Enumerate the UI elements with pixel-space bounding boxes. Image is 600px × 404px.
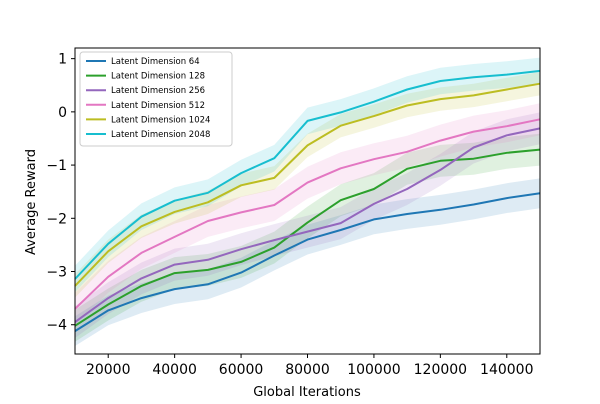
x-tick-label: 60000: [219, 362, 264, 378]
series-line-6: [74, 69, 541, 280]
series-line-3: [74, 127, 541, 323]
x-tick-label: 40000: [152, 362, 197, 378]
legend: Latent Dimension 64 Latent Dimension 128 L…: [79, 51, 233, 147]
x-tick-label: 100000: [347, 362, 400, 378]
band-5: [75, 71, 540, 298]
x-axis-label: Global Iterations: [253, 385, 361, 400]
y-tick-label: −4: [46, 318, 67, 334]
legend-label: Latent Dimension 1024: [111, 115, 210, 125]
legend-label: Latent Dimension 2048: [111, 130, 210, 140]
band-1: [75, 178, 540, 346]
band-2: [75, 133, 540, 342]
y-axis-ticks: 1 0 −1 −2 −3 −4: [46, 52, 75, 334]
series-line-2: [74, 148, 541, 327]
legend-label: Latent Dimension 512: [111, 101, 205, 111]
y-tick-label: −1: [46, 158, 67, 174]
legend-label: Latent Dimension 64: [111, 57, 200, 67]
y-tick-label: −3: [46, 265, 67, 281]
y-axis-label: Average Reward: [24, 149, 39, 255]
y-tick-label: −2: [46, 211, 67, 227]
series-line-5: [74, 82, 541, 287]
series-line-1: [74, 192, 541, 332]
x-axis-ticks: 20000 40000 60000 80000 100000 120000 140000: [86, 354, 534, 378]
band-6: [75, 57, 540, 293]
uncertainty-bands: [75, 57, 540, 346]
band-4: [75, 103, 540, 325]
y-tick-label: 1: [58, 52, 67, 68]
x-tick-label: 20000: [86, 362, 131, 378]
x-tick-label: 140000: [480, 362, 533, 378]
legend-box: [79, 51, 233, 147]
series-line-4: [74, 118, 541, 310]
x-tick-label: 80000: [285, 362, 330, 378]
band-3: [75, 112, 540, 339]
series-lines: [74, 69, 541, 332]
legend-label: Latent Dimension 256: [111, 86, 205, 96]
y-tick-label: 0: [58, 105, 67, 121]
legend-label: Latent Dimension 128: [111, 72, 205, 82]
x-tick-label: 120000: [414, 362, 467, 378]
